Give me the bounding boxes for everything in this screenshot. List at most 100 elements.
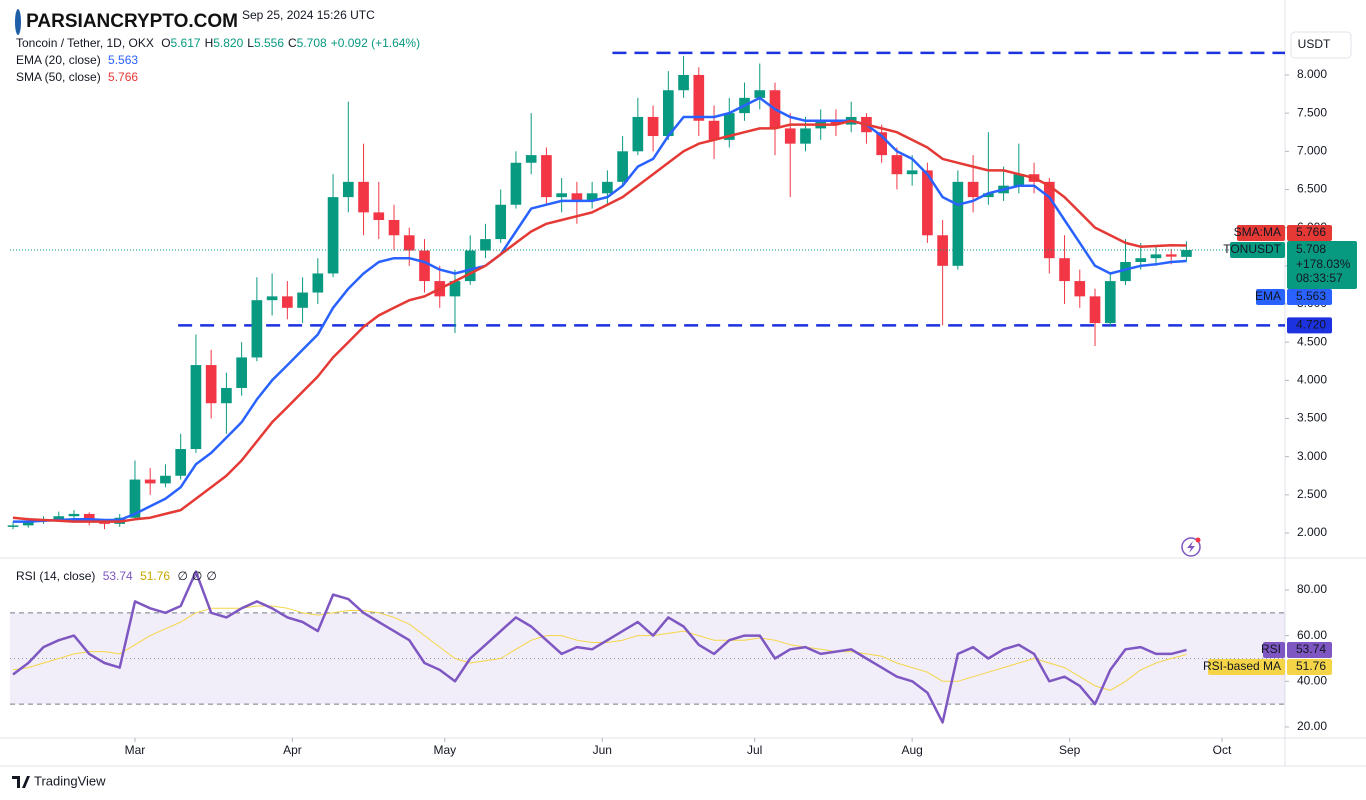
candle-body: [1135, 258, 1147, 263]
candle-body: [22, 521, 34, 526]
candle-body: [967, 181, 979, 198]
series-name: SMA (50, close): [16, 70, 101, 84]
axis-label-box: [1263, 641, 1285, 658]
symbol: Toncoin / Tether, 1D, OKX: [16, 36, 154, 50]
axis-label-box: [1287, 224, 1332, 241]
candle-body: [144, 479, 156, 484]
candle-body: [784, 128, 796, 144]
candle-body: [937, 235, 948, 266]
candle-body: [221, 387, 232, 404]
tradingview-logo: [12, 776, 30, 788]
candle-body: [617, 151, 628, 182]
ohlc-key: O: [161, 36, 171, 50]
series-value: 5.563: [108, 53, 139, 67]
footer-brand: TradingView: [34, 773, 106, 788]
candle-body: [419, 250, 430, 282]
candle-body: [1059, 258, 1070, 282]
axis-label-box: [1208, 658, 1285, 675]
axis-label-value: 5.708: [1296, 242, 1326, 256]
ohlc-value: 5.708: [296, 36, 327, 50]
timestamp: Sep 25, 2024 15:26 UTC: [242, 8, 375, 22]
rsi-band-fill: [10, 612, 1285, 705]
axis-label-name: RSI: [1261, 642, 1281, 656]
candle-body: [830, 120, 842, 125]
x-tick-label: May: [433, 743, 456, 757]
axis-label-change: +178.03%: [1296, 257, 1351, 271]
ohlc-value: 5.617: [170, 36, 201, 50]
candle-body: [7, 525, 19, 527]
series-value: 5.766: [108, 70, 139, 84]
axis-label-value: 4.720: [1296, 318, 1326, 332]
candle-body: [510, 162, 522, 205]
sma-legend: SMA (50, close) 5.766: [16, 70, 142, 84]
candle-body: [53, 516, 65, 520]
rsi-extra: ∅: [177, 569, 188, 583]
candle-body: [922, 170, 933, 236]
currency[interactable]: USDT: [1298, 37, 1331, 51]
rsi-value: 53.74: [102, 569, 133, 583]
x-tick-label: Oct: [1213, 743, 1232, 757]
ohlc-value: 5.820: [213, 36, 244, 50]
rsi-extra: ∅: [191, 569, 203, 583]
axis-label-box: [1237, 224, 1285, 241]
candle-body: [388, 220, 400, 236]
candle-body: [906, 170, 918, 175]
ohlc-key: L: [247, 36, 254, 50]
x-tick-label: Mar: [125, 743, 146, 757]
ema-line: [13, 96, 1187, 523]
y-tick-label: 7.000: [1297, 143, 1327, 157]
candle-body: [83, 513, 95, 522]
axis-label-value: 5.766: [1296, 225, 1326, 239]
candle-body: [1074, 281, 1086, 297]
x-tick-label: Aug: [901, 743, 922, 757]
candle-body: [68, 513, 80, 517]
candle-body: [495, 204, 507, 240]
candle-body: [983, 193, 994, 198]
ohlc-key: C: [288, 36, 297, 50]
ohlc-value: 5.556: [253, 36, 284, 50]
candle-body: [678, 74, 689, 91]
candle-body: [662, 90, 674, 137]
y-tick-label: 40.00: [1297, 673, 1327, 687]
candle-body: [708, 120, 720, 140]
candle-body: [282, 296, 293, 308]
axis-label-box: [1230, 241, 1285, 258]
axis-label-value: 5.563: [1296, 289, 1326, 303]
sma-line: [12, 119, 1187, 523]
candle-body: [800, 128, 811, 144]
candle-body: [541, 155, 552, 198]
watermark: PARSIANCRYPTO.COM: [26, 11, 238, 32]
watermark-badge: PARSIANCRYPTO.COM: [12, 6, 238, 38]
candle-body: [129, 479, 141, 518]
candle-body: [876, 132, 888, 156]
candle-body: [891, 155, 903, 175]
candle-body: [1165, 254, 1177, 257]
symbol-legend: Toncoin / Tether, 1D, OKX O5.617 H5.820 L5…: [16, 36, 424, 50]
candle-body: [1104, 281, 1116, 324]
rsi-ma-value: 51.76: [140, 569, 171, 583]
candle-body: [586, 193, 598, 201]
y-tick-label: 3.500: [1297, 411, 1327, 425]
y-tick-label: 80.00: [1297, 582, 1327, 596]
series-name: EMA (20, close): [16, 53, 101, 67]
y-tick-label: 7.500: [1297, 105, 1327, 119]
candle-body: [327, 197, 339, 274]
y-tick-label: 2.000: [1297, 525, 1327, 539]
lightning-icon[interactable]: [1181, 537, 1201, 557]
x-tick-label: Jul: [747, 743, 762, 757]
candle-body: [266, 296, 278, 301]
axis-label-name: SMA:MA: [1234, 225, 1281, 239]
x-tick-label: Sep: [1059, 743, 1081, 757]
candle-body: [571, 193, 583, 201]
change: +0.092 (+1.64%): [330, 36, 421, 50]
axis-label-box: [1287, 317, 1332, 334]
candle-body: [1120, 262, 1131, 282]
currency-button[interactable]: [1290, 31, 1352, 59]
axis-label-name: RSI-based MA: [1203, 659, 1281, 673]
candle-body: [342, 181, 354, 198]
x-tick-label: Apr: [283, 743, 302, 757]
candle-body: [952, 181, 964, 266]
y-tick-label: 2.500: [1297, 487, 1327, 501]
